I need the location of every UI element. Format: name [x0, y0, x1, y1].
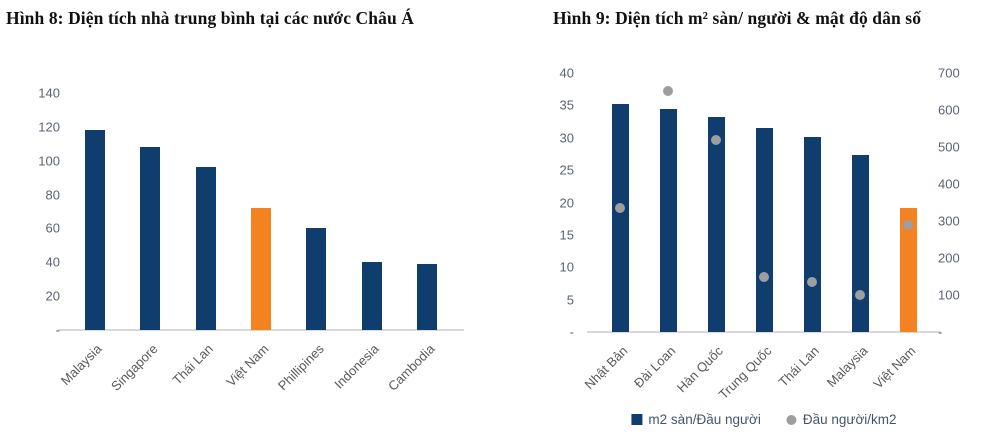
dot-nhat-ban	[615, 202, 625, 213]
legend: m2 sàn/Đầu người Đầu người/km2	[631, 412, 897, 427]
y-axis-tick-right: 100	[938, 287, 960, 303]
bar-cambodia	[417, 263, 438, 330]
y-axis-tick-left: 80	[45, 187, 60, 203]
y-axis-tick-left: 25	[559, 162, 574, 178]
bar-han-quoc	[707, 117, 725, 332]
bar-indonesia	[361, 262, 382, 330]
y-axis-tick-left: 15	[559, 227, 574, 243]
dot-thai-lan	[807, 277, 817, 288]
bar-nhat-ban	[611, 104, 629, 332]
x-label-viet-nam: Việt Nam	[870, 343, 919, 392]
bar-series-swatch	[631, 414, 643, 425]
x-label-nhat-ban: Nhật Bản	[581, 343, 631, 393]
bar-singapore	[140, 147, 161, 330]
y-axis-tick-left: 35	[559, 97, 574, 113]
dot-trung-quoc	[759, 271, 769, 282]
bar-malaysia	[84, 130, 105, 330]
dot-malaysia	[855, 290, 865, 300]
y-axis-tick-left: 10	[559, 259, 574, 275]
figure9-title: Hình 9: Diện tích m² sàn/ người & mật độ…	[553, 8, 922, 28]
y-axis-tick-left: 60	[45, 220, 60, 236]
x-label--ai-loan: Đài Loan	[630, 343, 679, 391]
y-axis-tick-right: 700	[938, 65, 960, 81]
x-label-malaysia: Malaysia	[823, 343, 871, 391]
bar-thai-lan	[195, 167, 216, 330]
bar-viet-nam	[899, 207, 917, 332]
y-axis-tick-left: 140	[38, 85, 60, 101]
y-axis-tick-left: 120	[38, 119, 60, 135]
y-axis-tick-left: 20	[559, 195, 574, 210]
y-axis-tick-right: 200	[938, 250, 960, 266]
y-axis-tick-right: 400	[938, 176, 960, 192]
legend-label: m2 sàn/Đầu người	[648, 412, 761, 427]
bar-viet-nam	[251, 208, 271, 330]
dot-han-quoc	[711, 135, 721, 146]
y-axis-tick-left: 5	[566, 292, 574, 308]
legend-label: Đầu người/km2	[802, 412, 897, 427]
y-axis-tick-right: 500	[938, 139, 960, 155]
y-axis-tick-left: 40	[45, 254, 60, 270]
x-axis-line	[587, 331, 941, 333]
y-axis-tick-right: 600	[938, 102, 960, 118]
y-axis-tick-right: -	[938, 324, 943, 340]
dot--ai-loan	[663, 85, 673, 96]
y-axis-tick-left: 40	[559, 65, 574, 81]
dot-viet-nam	[903, 219, 913, 230]
y-axis-tick-left: 100	[38, 153, 60, 169]
x-axis-line	[58, 329, 464, 331]
legend-item-dots: Đầu người/km2	[786, 412, 897, 427]
figure8-title: Hình 8: Diện tích nhà trung bình tại các…	[6, 8, 415, 28]
bar-trung-quoc	[755, 128, 773, 332]
bar--ai-loan	[659, 109, 677, 332]
y-axis-tick-left: -	[569, 324, 574, 340]
dot-series-swatch	[786, 414, 797, 425]
legend-item-bars: m2 sàn/Đầu người	[631, 412, 761, 427]
bar-phillipines	[306, 228, 327, 330]
x-label-thai-lan: Thái Lan	[775, 343, 823, 390]
y-axis-tick-right: 300	[938, 213, 960, 229]
bar-thai-lan	[803, 137, 821, 332]
y-axis-tick-left: 30	[559, 130, 574, 146]
y-axis-tick-left: 20	[45, 288, 60, 304]
bar-malaysia	[851, 155, 869, 332]
y-axis-tick-left: -	[55, 322, 60, 338]
